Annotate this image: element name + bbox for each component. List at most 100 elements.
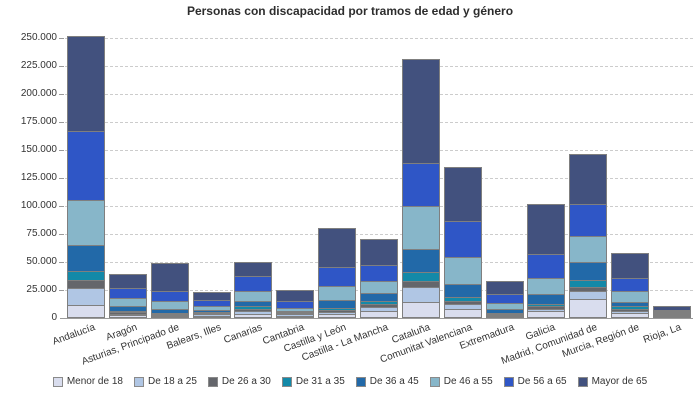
bar-segment-de-26-a-30[interactable] [486,314,523,315]
legend-item-de-26-a-30[interactable]: De 26 a 30 [207,376,271,387]
bar-segment-mayor-de-65[interactable] [109,274,146,288]
bar-segment-de-26-a-30[interactable] [444,301,481,304]
bar-segment-menor-de-18[interactable] [67,305,104,317]
bar-madrid-comunidad-de[interactable] [569,154,608,318]
bar-segment-de-56-a-65[interactable] [319,267,356,286]
bar-segment-de-31-a-35[interactable] [109,311,146,312]
bar-segment-de-18-a-25[interactable] [612,311,649,313]
legend-item-de-31-a-35[interactable]: De 31 a 35 [281,376,345,387]
bar-segment-mayor-de-65[interactable] [654,306,691,310]
bar-arag-n[interactable] [108,274,147,318]
bar-segment-de-46-a-55[interactable] [277,308,314,311]
bar-castilla-y-le-n[interactable] [318,228,357,318]
bar-segment-de-26-a-30[interactable] [277,313,314,314]
bar-segment-de-56-a-65[interactable] [444,221,481,257]
bar-segment-de-26-a-30[interactable] [528,306,565,309]
bar-segment-de-46-a-55[interactable] [402,206,439,249]
bar-castilla-la-mancha[interactable] [360,239,398,318]
bar-segment-de-36-a-45[interactable] [486,309,523,313]
bar-galicia[interactable] [527,204,566,318]
bar-segment-de-31-a-35[interactable] [361,301,397,304]
bar-segment-de-26-a-30[interactable] [151,314,188,315]
bar-segment-de-31-a-35[interactable] [67,271,104,280]
legend-item-mayor-de-65[interactable]: Mayor de 65 [577,376,647,387]
bar-segment-de-26-a-30[interactable] [109,312,146,314]
bar-segment-mayor-de-65[interactable] [361,239,397,265]
bar-segment-de-46-a-55[interactable] [193,306,230,310]
bar-segment-de-18-a-25[interactable] [277,314,314,316]
bar-segment-de-46-a-55[interactable] [235,291,272,301]
bar-segment-mayor-de-65[interactable] [151,263,188,291]
bar-segment-menor-de-18[interactable] [654,316,691,317]
bar-comunitat-valenciana[interactable] [443,167,482,318]
bar-murcia-regi-n-de[interactable] [611,253,650,318]
bar-segment-de-26-a-30[interactable] [361,304,397,307]
bar-asturias-principado-de[interactable] [150,263,189,318]
bar-segment-menor-de-18[interactable] [319,314,356,317]
bar-segment-menor-de-18[interactable] [277,316,314,317]
bar-segment-menor-de-18[interactable] [612,313,649,317]
bar-segment-mayor-de-65[interactable] [570,154,607,204]
bar-segment-de-46-a-55[interactable] [528,278,565,294]
bar-segment-de-36-a-45[interactable] [402,249,439,272]
bar-segment-de-36-a-45[interactable] [109,306,146,311]
bar-segment-de-26-a-30[interactable] [235,309,272,311]
bar-segment-de-31-a-35[interactable] [444,297,481,301]
bar-segment-de-18-a-25[interactable] [570,291,607,299]
bar-segment-menor-de-18[interactable] [570,299,607,317]
bar-segment-de-36-a-45[interactable] [570,262,607,280]
legend-item-de-56-a-65[interactable]: De 56 a 65 [503,376,567,387]
bar-segment-mayor-de-65[interactable] [444,167,481,221]
bar-segment-de-18-a-25[interactable] [67,288,104,305]
bar-segment-menor-de-18[interactable] [528,311,565,317]
bar-segment-de-31-a-35[interactable] [277,312,314,313]
bar-segment-de-31-a-35[interactable] [486,313,523,314]
bar-balears-illes[interactable] [192,292,231,318]
bar-segment-de-56-a-65[interactable] [151,291,188,301]
bar-segment-de-36-a-45[interactable] [193,310,230,312]
bar-segment-de-18-a-25[interactable] [361,307,397,311]
bar-segment-mayor-de-65[interactable] [67,36,104,131]
bar-segment-de-36-a-45[interactable] [235,301,272,306]
bar-segment-de-46-a-55[interactable] [109,298,146,306]
bar-segment-de-26-a-30[interactable] [402,281,439,287]
bar-segment-de-26-a-30[interactable] [319,310,356,312]
bar-segment-de-46-a-55[interactable] [612,291,649,302]
bar-segment-de-56-a-65[interactable] [402,163,439,206]
bar-segment-de-56-a-65[interactable] [67,131,104,200]
legend-item-de-18-a-25[interactable]: De 18 a 25 [133,376,197,387]
bar-segment-de-56-a-65[interactable] [570,204,607,236]
bar-segment-mayor-de-65[interactable] [486,281,523,294]
bar-rioja-la[interactable] [653,306,692,318]
bar-segment-de-18-a-25[interactable] [151,315,188,316]
bar-segment-de-56-a-65[interactable] [235,276,272,291]
bar-catalu-a[interactable] [401,59,440,318]
bar-segment-de-36-a-45[interactable] [277,311,314,312]
bar-segment-de-56-a-65[interactable] [193,300,230,306]
bar-cantabria[interactable] [276,290,315,318]
bar-segment-de-36-a-45[interactable] [319,300,356,308]
bar-segment-de-26-a-30[interactable] [570,287,607,291]
bar-segment-de-46-a-55[interactable] [444,257,481,284]
bar-segment-de-56-a-65[interactable] [486,294,523,303]
bar-segment-de-46-a-55[interactable] [67,200,104,245]
bar-segment-de-18-a-25[interactable] [444,304,481,309]
bar-segment-de-46-a-55[interactable] [361,281,397,293]
bar-segment-de-18-a-25[interactable] [528,309,565,311]
bar-segment-de-56-a-65[interactable] [528,254,565,278]
bar-segment-de-31-a-35[interactable] [402,272,439,281]
bar-segment-de-31-a-35[interactable] [570,280,607,287]
bar-segment-de-56-a-65[interactable] [277,301,314,308]
bar-segment-de-36-a-45[interactable] [361,293,397,301]
legend-item-de-36-a-45[interactable]: De 36 a 45 [355,376,419,387]
bar-segment-de-36-a-45[interactable] [444,284,481,297]
bar-segment-de-56-a-65[interactable] [109,288,146,298]
bar-segment-de-36-a-45[interactable] [528,294,565,304]
bar-segment-de-46-a-55[interactable] [151,301,188,309]
bar-andaluc-a[interactable] [66,36,105,318]
bar-extremadura[interactable] [485,281,524,318]
bar-segment-mayor-de-65[interactable] [402,59,439,163]
bar-segment-mayor-de-65[interactable] [528,204,565,254]
bar-segment-de-36-a-45[interactable] [612,302,649,306]
bar-segment-de-56-a-65[interactable] [654,310,691,311]
